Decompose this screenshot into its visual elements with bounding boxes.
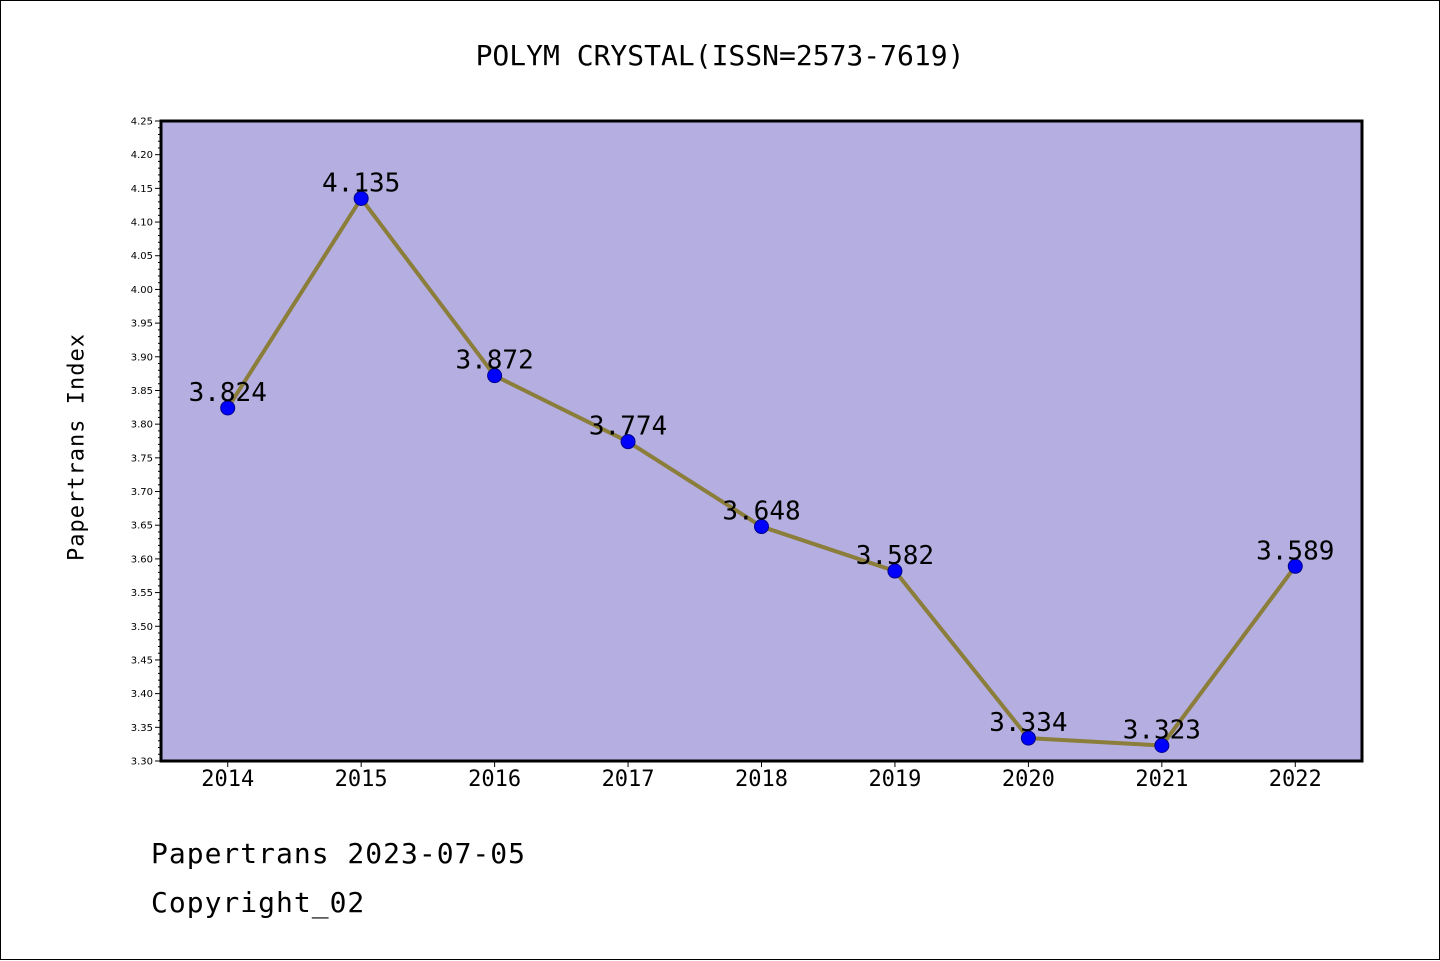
- y-tick-label: 4.20: [131, 150, 153, 161]
- data-point: [220, 400, 236, 416]
- y-tick-label: 3.65: [131, 521, 153, 532]
- series-layer: [220, 190, 1303, 754]
- y-tick-label: 4.15: [131, 184, 153, 195]
- data-label: 3.824: [189, 378, 267, 408]
- y-tick-label: 3.60: [131, 554, 153, 565]
- data-label: 3.582: [856, 541, 934, 571]
- y-tick-label: 3.40: [131, 689, 153, 700]
- chart-title: POLYM CRYSTAL(ISSN=2573-7619): [475, 39, 965, 72]
- x-tick-label: 2021: [1135, 767, 1188, 792]
- plot-area: [161, 121, 1362, 761]
- x-tick-label: 2019: [868, 767, 921, 792]
- y-tick-label: 3.85: [131, 386, 153, 397]
- y-tick-label: 3.55: [131, 588, 153, 599]
- x-tick-label: 2017: [602, 767, 655, 792]
- y-tick-label: 3.35: [131, 723, 153, 734]
- y-tick-label: 3.80: [131, 420, 153, 431]
- x-tick-label: 2014: [201, 767, 254, 792]
- data-label: 3.774: [589, 412, 667, 442]
- y-tick-label: 3.45: [131, 655, 153, 666]
- data-point: [620, 434, 636, 450]
- data-label: 3.323: [1123, 716, 1201, 746]
- footer-date: Papertrans 2023-07-05: [151, 837, 527, 870]
- y-tick-label: 4.10: [131, 218, 153, 229]
- plot-border: [159, 119, 1364, 763]
- data-point: [1154, 738, 1170, 754]
- data-label: 3.334: [989, 708, 1067, 738]
- x-tick-label: 2020: [1002, 767, 1055, 792]
- data-point: [1287, 558, 1303, 574]
- data-label: 3.872: [455, 346, 533, 376]
- y-tick-label: 3.95: [131, 319, 153, 330]
- y-tick-label: 3.30: [131, 757, 153, 768]
- data-point: [1020, 730, 1036, 746]
- x-tick-label: 2015: [335, 767, 388, 792]
- y-tick-label: 3.50: [131, 622, 153, 633]
- y-tick-label: 3.70: [131, 487, 153, 498]
- x-tick-label: 2016: [468, 767, 521, 792]
- x-tick-label: 2018: [735, 767, 788, 792]
- data-point: [754, 519, 769, 535]
- x-tick-label: 2022: [1269, 767, 1322, 792]
- y-tick-label: 4.25: [131, 117, 153, 128]
- data-point: [487, 368, 503, 384]
- data-label: 3.589: [1256, 536, 1334, 566]
- y-axis: 3.30 3.35 3.40 3.45 3.50 3.55 3.60 3.65 3.70 3.75…: [131, 117, 161, 768]
- data-label: 4.135: [322, 168, 400, 198]
- y-tick-label: 3.75: [131, 453, 153, 464]
- data-label: 3.648: [722, 497, 800, 527]
- y-tick-label: 3.90: [131, 352, 153, 363]
- y-tick-label: 4.05: [131, 251, 153, 262]
- y-tick-label: 4.00: [131, 285, 153, 296]
- x-axis: 2014 2015 2016 2017 2018 2019 2020 2021 2022: [201, 761, 1322, 792]
- data-labels-layer: 3.824 4.135 3.872 3.774 3.648 3.582 3.334 3.323…: [189, 168, 1335, 745]
- footer-copyright: Copyright_02: [151, 886, 366, 919]
- data-point: [887, 563, 903, 579]
- data-point: [353, 190, 369, 206]
